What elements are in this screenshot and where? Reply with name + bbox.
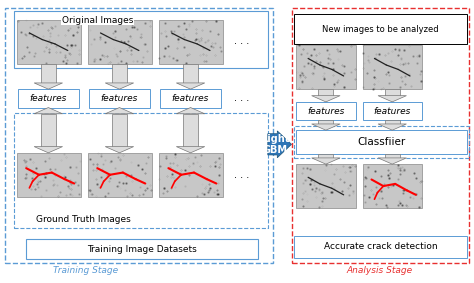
Polygon shape — [311, 124, 340, 130]
Text: features: features — [374, 107, 411, 115]
Bar — [159, 153, 223, 197]
Bar — [385, 89, 400, 96]
Bar — [183, 64, 198, 83]
Text: Ground Truth Images: Ground Truth Images — [36, 215, 130, 224]
Text: Accurate crack detection: Accurate crack detection — [324, 243, 437, 251]
Text: . . .: . . . — [234, 93, 249, 103]
Bar — [363, 164, 422, 208]
Text: Original Images: Original Images — [62, 16, 133, 25]
Text: Training Image Datasets: Training Image Datasets — [87, 245, 197, 254]
Bar — [41, 64, 56, 83]
Bar — [14, 11, 268, 68]
Text: Training Stage: Training Stage — [53, 265, 118, 275]
Polygon shape — [34, 83, 63, 89]
Text: New images to be analyzed: New images to be analyzed — [322, 25, 439, 34]
Polygon shape — [105, 83, 134, 89]
Bar — [18, 89, 79, 108]
Bar — [363, 102, 422, 120]
Bar — [296, 102, 356, 120]
Polygon shape — [311, 96, 340, 102]
Bar — [385, 154, 400, 158]
Bar — [88, 20, 152, 64]
Bar — [89, 89, 150, 108]
Bar — [41, 114, 56, 147]
Text: . . .: . . . — [234, 36, 249, 46]
Polygon shape — [34, 108, 63, 114]
Bar — [88, 153, 152, 197]
Text: . . .: . . . — [234, 170, 249, 180]
Bar — [319, 154, 333, 158]
Polygon shape — [105, 147, 134, 153]
Bar — [296, 164, 356, 208]
Bar — [26, 239, 258, 259]
Polygon shape — [176, 147, 205, 153]
Text: features: features — [172, 94, 209, 103]
Bar — [294, 14, 467, 44]
Polygon shape — [378, 124, 407, 130]
Polygon shape — [378, 158, 407, 164]
Text: Analysis Stage: Analysis Stage — [346, 265, 412, 275]
Bar — [183, 114, 198, 147]
Bar — [14, 113, 268, 228]
Bar — [294, 126, 469, 158]
Bar — [159, 20, 223, 64]
Polygon shape — [176, 108, 205, 114]
Bar — [296, 45, 356, 89]
Text: Light
GBM: Light GBM — [261, 134, 289, 155]
Bar — [296, 130, 467, 154]
Bar — [112, 64, 127, 83]
Bar — [319, 120, 333, 124]
Polygon shape — [311, 158, 340, 164]
Bar — [292, 8, 469, 263]
FancyArrow shape — [268, 131, 292, 158]
Bar — [17, 153, 81, 197]
Bar — [160, 89, 221, 108]
Bar — [294, 236, 467, 258]
Polygon shape — [34, 147, 63, 153]
Text: features: features — [30, 94, 67, 103]
Text: features: features — [307, 107, 345, 115]
Bar — [17, 20, 81, 64]
Bar — [385, 120, 400, 124]
Text: features: features — [101, 94, 138, 103]
Polygon shape — [378, 96, 407, 102]
Bar — [112, 114, 127, 147]
Polygon shape — [176, 83, 205, 89]
Polygon shape — [105, 108, 134, 114]
Bar — [363, 45, 422, 89]
Bar — [5, 8, 273, 263]
Bar — [319, 89, 333, 96]
Text: Classfiier: Classfiier — [357, 137, 406, 147]
